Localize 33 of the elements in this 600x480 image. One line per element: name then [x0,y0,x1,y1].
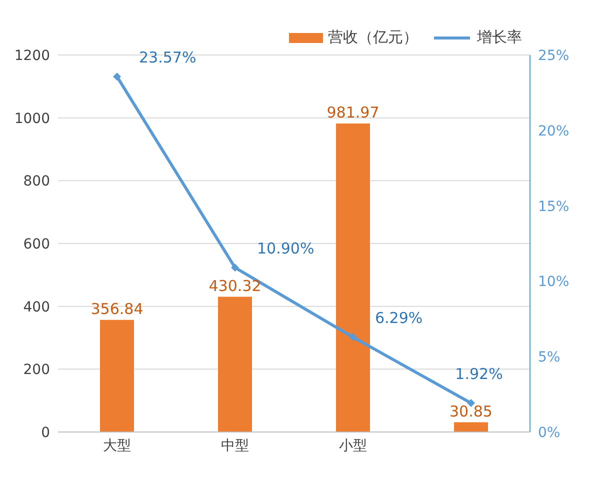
y-tick-label: 200 [23,362,50,378]
bar [100,320,134,432]
data-label: 1.92% [455,365,503,384]
legend-label: 营收（亿元） [327,28,418,47]
y-tick-label: 0 [41,424,50,441]
data-label: 356.84 [90,300,144,318]
y2-tick-label: 25% [538,48,570,64]
bar [454,422,488,432]
point [349,333,357,342]
data-label: 30.85 [450,402,492,420]
y2-tick-label: 20% [538,123,570,140]
x-tick-label: 小型 [339,438,367,454]
data-label: 23.57% [139,48,196,67]
data-label: 6.29% [375,309,423,328]
x-tick-label: 中型 [221,438,249,454]
bar [336,124,370,432]
y2-tick-label: 5% [538,350,560,366]
data-label: 10.90% [257,240,314,258]
point [231,264,239,272]
y-tick-label: 800 [23,174,50,190]
legend-label: 增长率 [476,28,522,47]
point [113,72,121,81]
y-tick-label: 400 [23,299,50,316]
data-label: 430.32 [208,276,262,295]
y2-tick-label: 15% [538,198,570,215]
y2-tick-label: 0% [538,424,560,441]
bar [218,296,252,432]
y-tick-label: 1000 [14,110,50,127]
y-tick-label: 1200 [14,48,50,64]
y-tick-label: 600 [23,236,50,252]
x-tick-label: 大型 [103,438,131,454]
data-label: 981.97 [326,104,380,122]
y2-tick-label: 10% [538,274,570,290]
